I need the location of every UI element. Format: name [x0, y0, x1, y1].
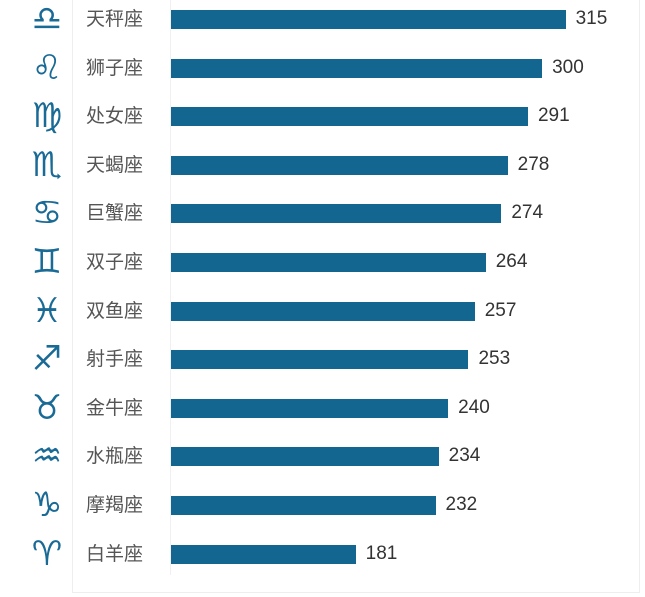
chart-row: ♌︎ 狮子座 300	[0, 48, 645, 88]
data-label: 274	[511, 202, 544, 224]
data-label: 291	[537, 105, 570, 127]
sagittarius-icon: ♐︎	[31, 339, 63, 380]
plot-frame	[72, 0, 640, 593]
chart-row: ♉︎ 金牛座 240	[0, 388, 645, 428]
bar	[171, 253, 486, 272]
virgo-icon: ♍︎	[31, 96, 63, 137]
data-label: 253	[478, 348, 511, 370]
aquarius-icon: ♒︎	[31, 436, 63, 477]
bar	[171, 107, 528, 127]
bar	[171, 447, 439, 467]
bar	[171, 301, 475, 321]
chart-row: ♋︎ 巨蟹座 274	[0, 193, 645, 233]
chart-row: ♊︎ 双子座 264	[0, 242, 645, 282]
bar	[171, 204, 502, 224]
data-label: 315	[575, 8, 608, 29]
data-label: 234	[448, 445, 481, 467]
data-label: 300	[552, 56, 584, 78]
category-label: 水瓶座	[86, 445, 144, 468]
chart-row: ♍︎ 处女座 291	[0, 96, 645, 136]
chart-row: ♐︎ 射手座 253	[0, 339, 645, 379]
category-label: 巨蟹座	[86, 202, 144, 225]
bar	[171, 155, 508, 175]
taurus-icon: ♉︎	[31, 387, 63, 428]
leo-icon: ♌︎	[31, 47, 63, 88]
category-label: 白羊座	[86, 542, 144, 565]
aries-icon: ♈︎	[31, 533, 63, 574]
data-label: 232	[445, 494, 478, 515]
data-label: 264	[495, 251, 528, 272]
cancer-icon: ♋︎	[31, 193, 63, 234]
bar	[171, 350, 469, 370]
data-label: 240	[458, 396, 490, 418]
category-label: 天蝎座	[86, 153, 144, 176]
category-label: 双鱼座	[86, 299, 144, 322]
chart-row: ♈︎ 白羊座 181	[0, 534, 645, 574]
bar	[171, 10, 566, 29]
gemini-icon: ♊︎	[31, 242, 63, 282]
chart-row: ♒︎ 水瓶座 234	[0, 436, 645, 476]
category-label: 射手座	[86, 348, 144, 371]
data-label: 181	[365, 542, 398, 564]
chart-row: ♓︎ 双鱼座 257	[0, 291, 645, 331]
data-label: 278	[517, 153, 550, 175]
label-divider	[170, 0, 171, 575]
chart-row: ♏︎ 天蝎座 278	[0, 145, 645, 185]
bar	[171, 496, 436, 515]
data-label: 257	[484, 299, 517, 321]
bar	[171, 58, 543, 78]
category-label: 狮子座	[86, 56, 144, 79]
scorpio-icon: ♏︎	[31, 144, 63, 185]
category-label: 摩羯座	[86, 494, 144, 516]
libra-icon: ♎︎	[31, 0, 63, 39]
category-label: 处女座	[86, 105, 144, 128]
category-label: 金牛座	[86, 396, 144, 419]
chart-row: ♎︎ 天秤座 315	[0, 0, 645, 39]
bar	[171, 398, 449, 418]
bar	[171, 544, 356, 564]
pisces-icon: ♓︎	[31, 290, 63, 331]
chart-row: ♑︎ 摩羯座 232	[0, 485, 645, 525]
category-label: 双子座	[86, 251, 144, 273]
capricorn-icon: ♑︎	[31, 485, 63, 525]
category-label: 天秤座	[86, 8, 144, 30]
